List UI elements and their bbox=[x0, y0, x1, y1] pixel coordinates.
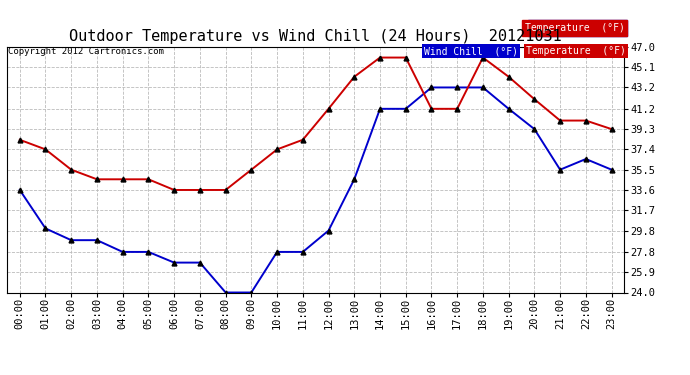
Text: Wind Chill  (°F): Wind Chill (°F) bbox=[531, 23, 624, 33]
Text: Temperature  (°F): Temperature (°F) bbox=[526, 46, 626, 56]
Text: Copyright 2012 Cartronics.com: Copyright 2012 Cartronics.com bbox=[8, 47, 164, 56]
Text: Wind Chill  (°F): Wind Chill (°F) bbox=[424, 46, 518, 56]
Text: Temperature  (°F): Temperature (°F) bbox=[524, 23, 624, 33]
Title: Outdoor Temperature vs Wind Chill (24 Hours)  20121031: Outdoor Temperature vs Wind Chill (24 Ho… bbox=[69, 29, 562, 44]
